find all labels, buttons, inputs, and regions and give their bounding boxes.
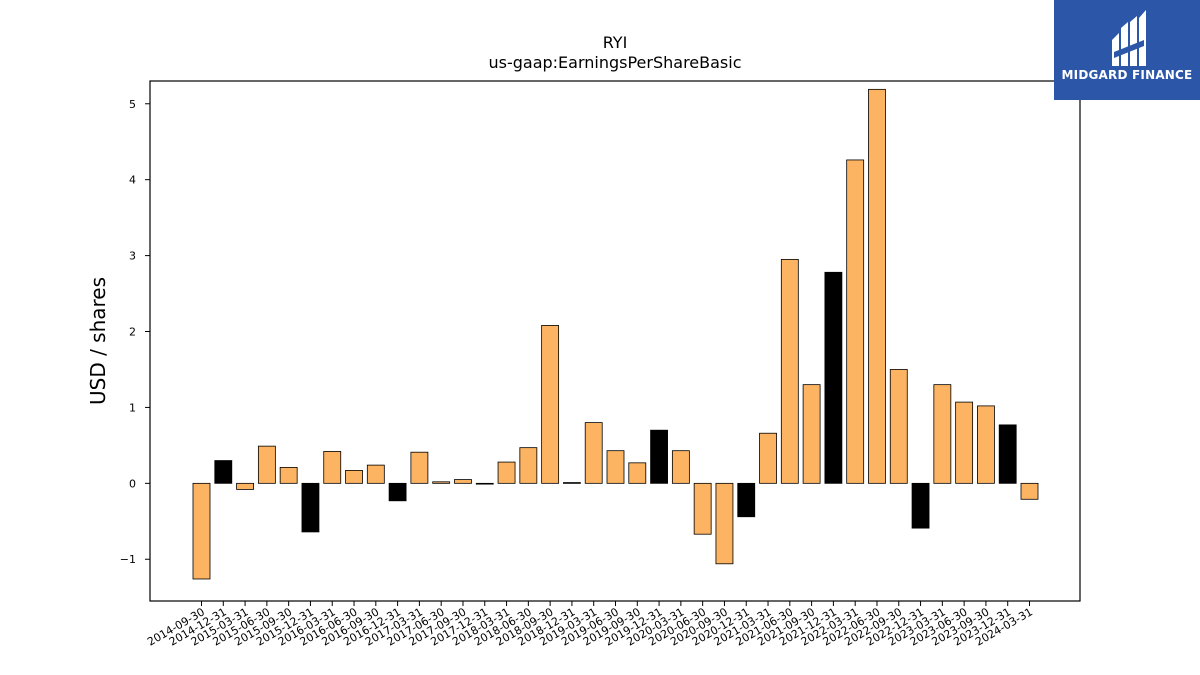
bar-2015-06-30 bbox=[257, 445, 276, 484]
bar-2022-12-31 bbox=[911, 482, 930, 529]
bar-2020-06-30 bbox=[693, 482, 712, 535]
bar-2016-06-30 bbox=[345, 470, 363, 484]
plot-frame bbox=[149, 80, 1081, 602]
bar-2014-12-31 bbox=[214, 460, 233, 484]
bar-2016-03-31 bbox=[323, 451, 342, 484]
y-tick-label: 3 bbox=[129, 250, 136, 263]
bar-2021-03-31 bbox=[759, 432, 777, 484]
bar-2016-09-30 bbox=[366, 464, 385, 484]
y-tick-label: 1 bbox=[129, 401, 136, 414]
y-axis-label: USD / shares bbox=[86, 277, 110, 405]
y-axis-ticks: −1 0 1 2 3 4 5 bbox=[120, 98, 150, 566]
bar-2015-09-30 bbox=[279, 466, 298, 484]
bar-2019-06-30 bbox=[606, 450, 625, 484]
bar-2016-12-31 bbox=[388, 482, 407, 502]
y-tick-label: −1 bbox=[120, 553, 136, 566]
bar-2023-03-31 bbox=[933, 384, 952, 484]
bar-2017-06-30 bbox=[432, 481, 451, 484]
bar-2020-09-30 bbox=[715, 482, 734, 565]
bar-2018-03-31 bbox=[497, 461, 516, 484]
bar-2021-12-31 bbox=[824, 271, 843, 484]
bar-2014-09-30 bbox=[192, 482, 211, 580]
x-axis-ticks: 2014-09-302014-12-312015-03-312015-06-30… bbox=[145, 601, 1035, 649]
logo-text: MIDGARD FINANCE bbox=[1061, 68, 1193, 82]
bar-2023-12-31 bbox=[998, 424, 1017, 484]
bars-group bbox=[192, 88, 1039, 580]
brand-logo: MIDGARD FINANCE bbox=[1054, 0, 1200, 100]
bar-2022-06-30 bbox=[868, 88, 886, 484]
bar-2024-03-31 bbox=[1020, 482, 1039, 500]
bar-2019-09-30 bbox=[628, 462, 647, 484]
bar-2023-06-30 bbox=[955, 401, 974, 484]
bar-2019-12-31 bbox=[650, 429, 668, 484]
bar-2015-12-31 bbox=[301, 482, 320, 533]
y-tick-label: 4 bbox=[129, 174, 136, 187]
bar-2023-09-30 bbox=[977, 405, 995, 484]
y-tick-label: 5 bbox=[129, 98, 136, 111]
bar-2017-03-31 bbox=[410, 451, 429, 484]
bar-2018-09-30 bbox=[541, 325, 560, 484]
bar-2021-09-30 bbox=[802, 384, 821, 484]
bar-2022-03-31 bbox=[846, 159, 865, 484]
bar-2021-06-30 bbox=[780, 258, 799, 484]
y-tick-label: 0 bbox=[129, 477, 136, 490]
bar-2022-09-30 bbox=[889, 369, 908, 484]
y-tick-label: 2 bbox=[129, 326, 136, 339]
bar-2018-06-30 bbox=[519, 447, 538, 484]
chart-subtitle: us-gaap:EarningsPerShareBasic bbox=[488, 53, 741, 72]
bar-2018-12-31 bbox=[563, 482, 581, 484]
logo-mark-icon bbox=[1112, 10, 1146, 66]
chart-title: RYI bbox=[603, 33, 628, 52]
bar-2019-03-31 bbox=[584, 422, 603, 484]
bar-2020-03-31 bbox=[671, 450, 690, 484]
bar-2017-09-30 bbox=[454, 479, 472, 484]
bar-2015-03-31 bbox=[236, 482, 254, 490]
bar-2017-12-31 bbox=[475, 482, 494, 485]
bar-2020-12-31 bbox=[737, 482, 756, 518]
